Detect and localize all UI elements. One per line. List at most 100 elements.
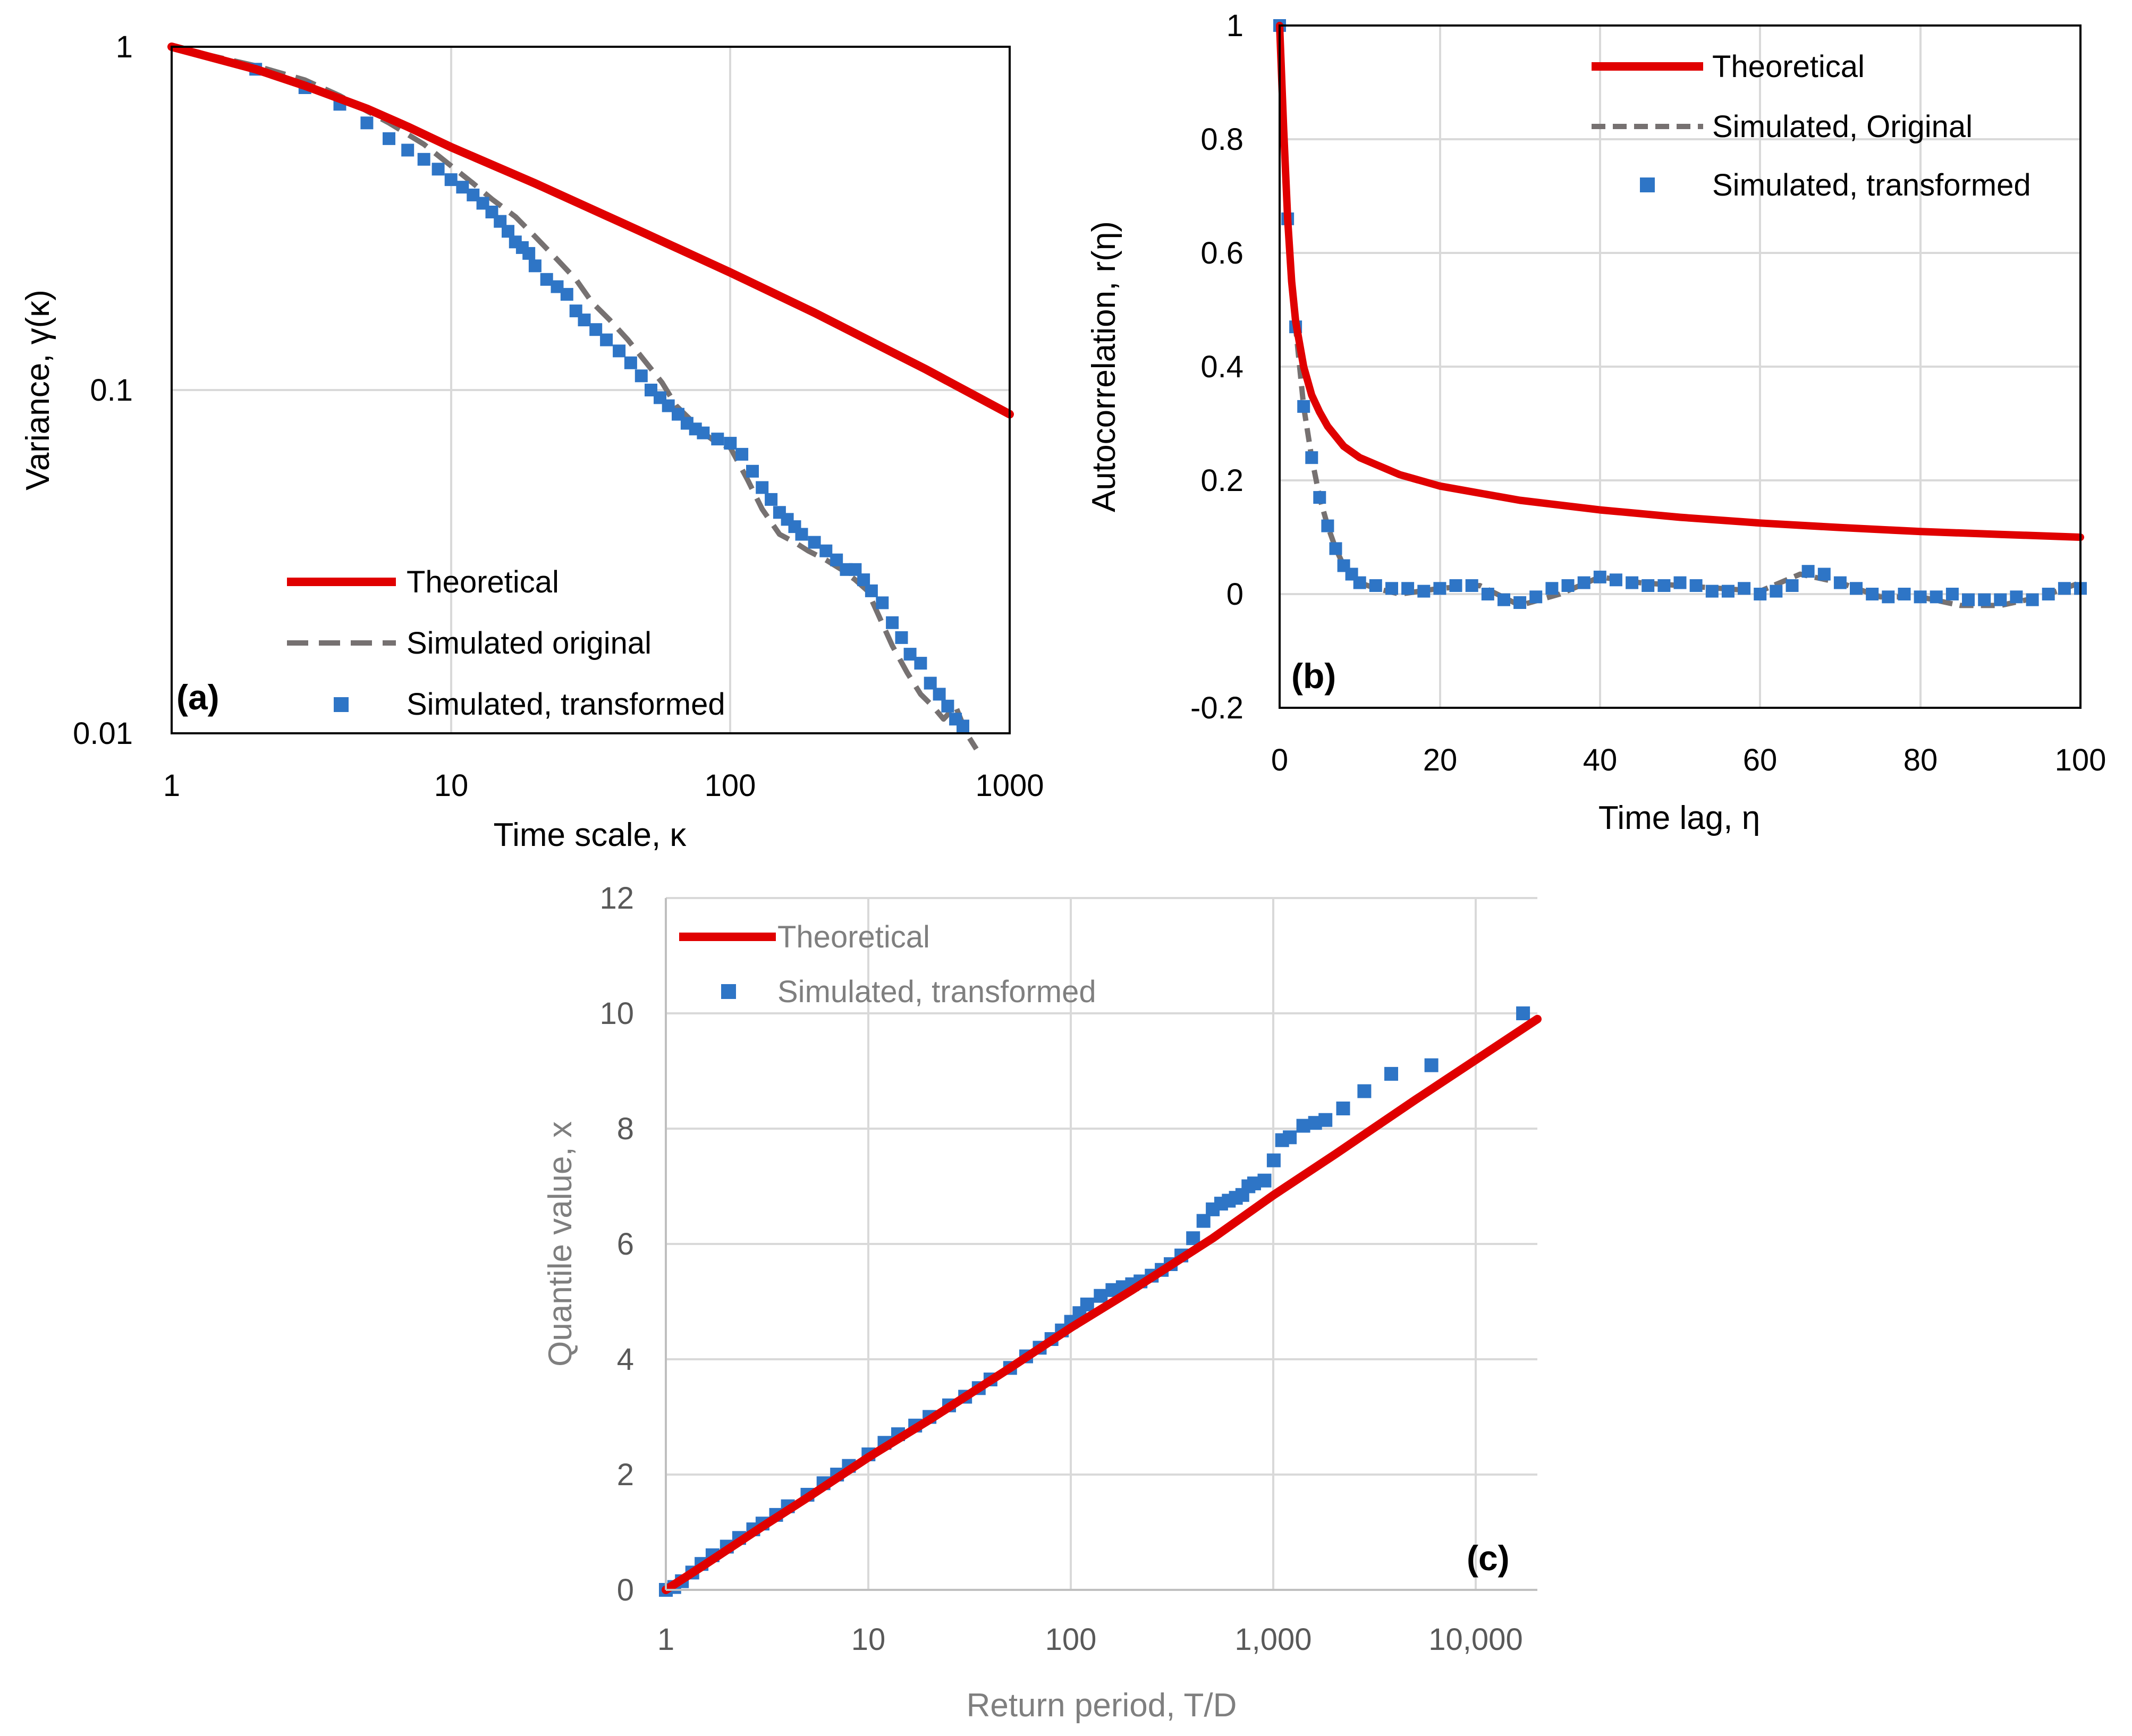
chart-b-point-simulated-transformed [1401,582,1415,595]
chart-c-ytick-label: 8 [617,1112,634,1146]
chart-c-point-simulated-transformed [1384,1066,1398,1081]
chart-b-ytick-label: 0.2 [1200,463,1243,498]
chart-b-point-simulated-transformed [1673,576,1687,589]
chart-b-point-simulated-transformed [1369,579,1382,592]
chart-b-xtick-label: 60 [1743,743,1778,777]
chart-a-series-theoretical [167,43,1014,419]
chart-a-point-simulated-transformed [886,616,899,629]
chart-b-point-simulated-transformed [1817,568,1831,581]
chart-a-point-simulated-transformed [895,631,908,644]
chart-b-ytick-label: -0.2 [1190,691,1243,725]
chart-c-legend: Theoretical Simulated, transformed [679,920,1096,1009]
chart-b-series-theoretical [1276,22,2084,541]
chart-b-legend: Theoretical Simulated, Original Simulate… [1592,49,2031,202]
chart-b-legend-transformed: Simulated, transformed [1712,168,2031,202]
chart-a-point-simulated-transformed [865,584,878,597]
chart-b-xtick-label: 80 [1903,743,1938,777]
chart-b-xtick-label: 40 [1583,743,1618,777]
chart-c-series-theoretical [662,1014,1542,1594]
chart-c-point-simulated-transformed [1094,1289,1108,1303]
chart-a-point-simulated-transformed [914,657,927,670]
chart-a-point-simulated-transformed [522,247,536,260]
chart-b-point-simulated-transformed [1417,585,1431,598]
chart-c-xtick-label: 10 [851,1622,886,1657]
chart-a-point-simulated-transformed [600,333,613,346]
chart-b-point-simulated-transformed [2010,590,2023,604]
chart-b-point-simulated-transformed [1945,588,1959,600]
chart-c-xtick-label: 100 [1045,1622,1097,1657]
chart-a-point-simulated-transformed [624,356,637,369]
chart-a-point-simulated-transformed [444,173,458,187]
chart-b-point-simulated-transformed [1433,582,1446,595]
chart-b-point-simulated-transformed [1705,585,1719,598]
chart-a-point-simulated-transformed [756,481,769,494]
chart-b-point-simulated-transformed [1754,588,1767,600]
chart-b-point-simulated-transformed [1738,582,1751,595]
chart-b-point-simulated-transformed [1385,582,1398,595]
chart-b-point-simulated-transformed [1513,596,1527,609]
chart-c-legend-transformed: Simulated, transformed [777,975,1096,1009]
chart-b-point-simulated-transformed [1833,576,1847,589]
chart-b-xtick-label: 0 [1271,743,1288,777]
chart-c-plot-area [659,1006,1542,1597]
chart-c-point-simulated-transformed [1196,1214,1211,1228]
chart-b-point-simulated-transformed [1297,400,1310,413]
chart-c-xtick-label: 1,000 [1234,1622,1312,1657]
chart-b-ytick-label: 0.4 [1200,350,1243,384]
chart-c-xlabel: Return period, T/D [967,1687,1237,1724]
chart-a-point-simulated-transformed [560,287,573,301]
chart-a-point-simulated-transformed [876,596,889,609]
chart-c-ytick-label: 6 [617,1227,634,1261]
chart-c-legend-transformed-swatch [721,984,736,999]
chart-b-point-simulated-transformed [1305,451,1318,464]
chart-b-point-simulated-transformed [2042,588,2055,600]
chart-a-point-simulated-transformed [924,676,937,690]
chart-a-point-simulated-transformed [432,163,445,176]
chart-b-point-simulated-transformed [1770,585,1783,598]
chart-a-point-simulated-transformed [941,699,954,713]
chart-a-legend: Theoretical Simulated original Simulated… [287,565,725,722]
chart-b-point-simulated-transformed [1801,565,1815,578]
chart-a-point-simulated-transformed [795,528,808,541]
chart-b-ytick-label: 0 [1226,577,1243,612]
chart-a-point-simulated-transformed [711,433,724,446]
chart-c-point-simulated-transformed [1516,1006,1530,1020]
chart-a-ytick-label: 0.01 [73,716,133,751]
chart-a-point-simulated-transformed [724,437,737,450]
chart-a-frame [171,46,1011,734]
chart-b-point-simulated-transformed [1609,573,1622,587]
chart-b-legend-transformed-swatch [1640,177,1655,192]
chart-a-legend-original: Simulated original [407,626,652,660]
chart-b-frame [1279,24,2082,709]
chart-c-panel-label: (c) [1467,1538,1510,1578]
chart-a-point-simulated-transformed [634,369,648,383]
chart-a-point-simulated-transformed [957,719,969,733]
chart-a-point-simulated-transformed [746,464,759,478]
chart-b-point-simulated-transformed [1593,570,1606,583]
chart-b-xtick-label: 100 [2055,743,2106,777]
chart-a-point-simulated-transformed [540,273,553,286]
chart-b-ytick-label: 0.6 [1200,236,1243,270]
chart-b-point-simulated-transformed [1642,579,1655,592]
chart-b-xtick-labels: 0 20 40 60 80 100 [1271,743,2106,777]
chart-b-point-simulated-transformed [1721,585,1735,598]
chart-a-xlabel: Time scale, κ [494,817,687,853]
chart-a-point-simulated-transformed [383,132,395,145]
chart-c-point-simulated-transformed [1080,1297,1094,1311]
chart-b-point-simulated-transformed [1353,576,1366,589]
chart-b-ylabel: Autocorrelation, r(η) [1086,221,1122,512]
chart-b-point-simulated-transformed [1657,579,1671,592]
chart-b-legend-theoretical: Theoretical [1712,49,1865,84]
chart-a-xtick-label: 10 [434,768,469,803]
chart-b-point-simulated-transformed [1978,593,1991,606]
chart-b-ytick-label: 0.8 [1200,122,1243,157]
chart-a-xtick-label: 1 [163,768,180,803]
chart-b-point-simulated-transformed [1313,491,1326,504]
chart-b-point-simulated-transformed [1449,579,1462,592]
chart-a-legend-transformed-swatch [334,697,349,712]
chart-a-point-simulated-transformed [808,536,821,549]
chart-a-ytick-label: 0.1 [90,373,133,408]
chart-b-point-simulated-transformed [1626,576,1639,589]
chart-c-point-simulated-transformed [1336,1102,1350,1115]
chart-b-point-simulated-transformed [1786,579,1799,592]
